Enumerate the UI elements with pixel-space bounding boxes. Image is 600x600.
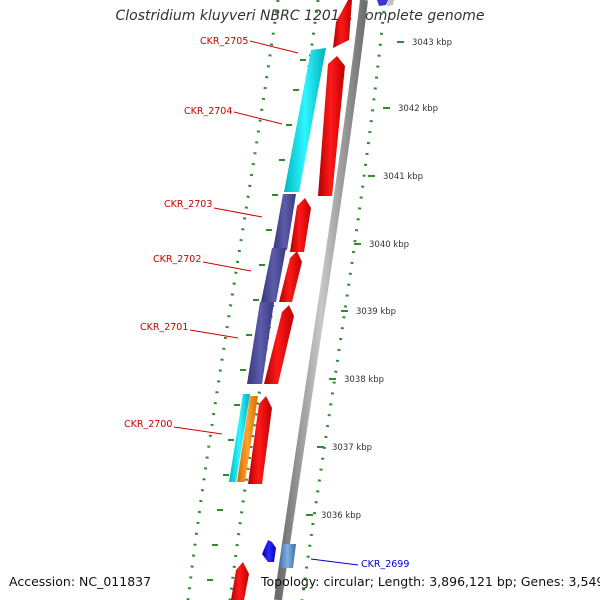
forward-genes[interactable] (231, 56, 345, 600)
gene-label[interactable]: CKR_2701 (140, 322, 188, 333)
gene-arrow (318, 56, 345, 196)
reverse-genes[interactable] (262, 540, 296, 568)
genome-backbone (274, 0, 368, 600)
inner-ticks (207, 59, 306, 581)
ruler-labels: 3043 kbp 3042 kbp 3041 kbp 3040 kbp 3039 kbp… (321, 38, 452, 521)
gene-label[interactable]: CKR_2702 (153, 254, 201, 265)
gene-label-leader (249, 40, 299, 54)
map-title: Clostridium kluyveri NBRC 12016, complet… (115, 8, 485, 24)
cds-blocks[interactable] (229, 48, 326, 482)
gene-label[interactable]: CKR_2704 (184, 106, 232, 117)
ruler-label: 3039 kbp (356, 307, 396, 317)
gene-label-leader (310, 558, 359, 566)
ruler-label: 3041 kbp (383, 172, 423, 182)
gene-label-leader (202, 261, 252, 272)
cds-slate (273, 194, 296, 250)
topology-text: Topology: circular; Length: 3,896,121 bp… (261, 574, 600, 589)
ruler-label: 3037 kbp (332, 443, 372, 453)
gene-arrow (279, 251, 302, 302)
gene-label[interactable]: CKR_2703 (164, 199, 212, 210)
feature-top-partial (333, 0, 394, 48)
ruler-label: 3036 kbp (321, 511, 361, 521)
cds-slate (247, 302, 274, 384)
cds-slate (261, 248, 286, 302)
cds-orange (237, 396, 258, 482)
cds-reverse (279, 544, 296, 568)
ruler-ticks (306, 41, 404, 516)
gene-label-leaders (173, 40, 359, 566)
gene-labels[interactable]: CKR_2705 CKR_2704 CKR_2703 CKR_2702 CKR_2701… (124, 36, 409, 570)
cds-cyan (229, 394, 250, 482)
gene-arrow (231, 562, 249, 600)
ruler-label: 3043 kbp (412, 38, 452, 48)
gene-label-leader (233, 111, 283, 125)
accession-text: Accession: NC_011837 (9, 574, 152, 589)
gene-arrow (290, 198, 311, 252)
gene-label[interactable]: CKR_2705 (200, 36, 248, 47)
gene-arrow (248, 396, 272, 484)
gene-label-leader (173, 426, 223, 435)
gene-arrow (264, 305, 294, 384)
gene-label-leader (189, 329, 239, 339)
gene-label[interactable]: CKR_2700 (124, 419, 172, 430)
ruler-label: 3040 kbp (369, 240, 409, 250)
gene-label-leader (213, 207, 263, 218)
gene-label[interactable]: CKR_2699 (361, 559, 409, 570)
ruler-label: 3042 kbp (398, 104, 438, 114)
cds-cyan (284, 48, 326, 192)
gene-arrow-reverse (262, 540, 276, 562)
ruler-label: 3038 kbp (344, 375, 384, 385)
